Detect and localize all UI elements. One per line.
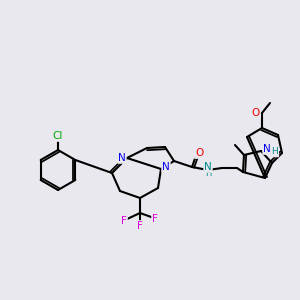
Text: O: O	[252, 108, 260, 118]
Text: F: F	[121, 216, 127, 226]
Text: N: N	[204, 162, 212, 172]
Text: N: N	[162, 162, 170, 172]
Text: N: N	[118, 153, 126, 163]
Text: O: O	[195, 148, 203, 158]
Text: N: N	[263, 144, 271, 154]
Text: F: F	[137, 221, 143, 231]
Text: F: F	[152, 214, 158, 224]
Text: H: H	[205, 169, 211, 178]
Text: H: H	[272, 148, 278, 157]
Text: Cl: Cl	[53, 131, 63, 141]
